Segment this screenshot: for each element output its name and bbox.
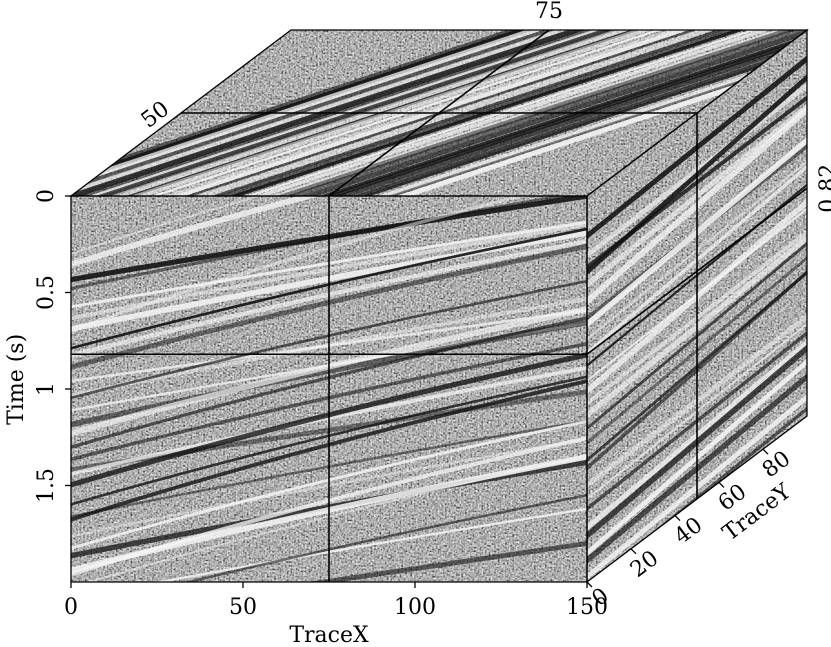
reflector [71, 452, 587, 582]
reflector [71, 436, 587, 540]
z-tick [718, 481, 725, 488]
reflector [162, 30, 714, 196]
slice-label: 75 [535, 0, 563, 24]
y-axis-label: Time (s) [4, 334, 29, 425]
reflector [71, 30, 595, 196]
z-tick [586, 581, 593, 588]
reflector [71, 433, 587, 580]
reflector [173, 30, 724, 196]
reflector [71, 225, 587, 353]
reflector [233, 30, 785, 196]
reflector [293, 30, 807, 196]
cube-faces [71, 30, 807, 582]
z-tick [630, 548, 637, 555]
reflector [211, 30, 764, 196]
y-tick-label: 0 [34, 189, 59, 203]
reflector [71, 236, 587, 361]
slice-label: 0.82 [816, 164, 831, 213]
reflector [152, 30, 704, 196]
reflector [200, 30, 752, 196]
reflector [316, 30, 807, 196]
y-tick-label: 0.5 [34, 275, 59, 310]
reflector [388, 30, 807, 196]
z-tick-label: 40 [670, 513, 707, 550]
cube-edge [586, 28, 808, 584]
reflector [71, 30, 608, 196]
reflector [71, 219, 587, 311]
x-tick-label: 150 [566, 595, 608, 620]
reflector [71, 196, 587, 271]
reflector [376, 30, 807, 196]
reflector [278, 30, 807, 196]
reflector [71, 220, 587, 323]
reflector [71, 277, 587, 402]
reflector [71, 506, 587, 582]
reflector [122, 30, 675, 196]
z-tick [762, 448, 769, 455]
reflector [368, 30, 807, 196]
reflector [71, 457, 587, 561]
reflector [71, 340, 587, 464]
z-tick-label: 20 [626, 546, 663, 583]
reflector [71, 314, 587, 452]
reflector [138, 30, 690, 196]
reflector [219, 30, 771, 196]
reflector [71, 196, 587, 258]
x-axis-label: TraceX [289, 623, 369, 647]
z-tick [674, 515, 681, 522]
reflector [71, 241, 587, 373]
reflector [71, 350, 587, 491]
reflector [71, 317, 587, 430]
reflector [71, 196, 587, 336]
reflector [88, 30, 641, 196]
reflector [71, 228, 587, 334]
x-tick-label: 100 [394, 595, 436, 620]
reflector [71, 307, 587, 384]
reflector [71, 376, 587, 525]
reflector [244, 30, 796, 196]
reflector [71, 417, 587, 553]
z-tick-label: 80 [758, 446, 795, 483]
x-tick-label: 0 [64, 595, 78, 620]
reflector [71, 417, 587, 520]
reflector [261, 30, 807, 196]
y-tick-label: 1.5 [34, 468, 59, 503]
y-tick-label: 1 [34, 382, 59, 396]
reflector [267, 30, 807, 196]
reflector [71, 539, 587, 582]
reflector [71, 373, 587, 509]
x-tick-label: 50 [229, 595, 257, 620]
reflector [71, 304, 587, 439]
reflector [71, 491, 587, 582]
reflector [71, 30, 621, 196]
reflector [102, 30, 655, 196]
reflector [71, 196, 587, 293]
